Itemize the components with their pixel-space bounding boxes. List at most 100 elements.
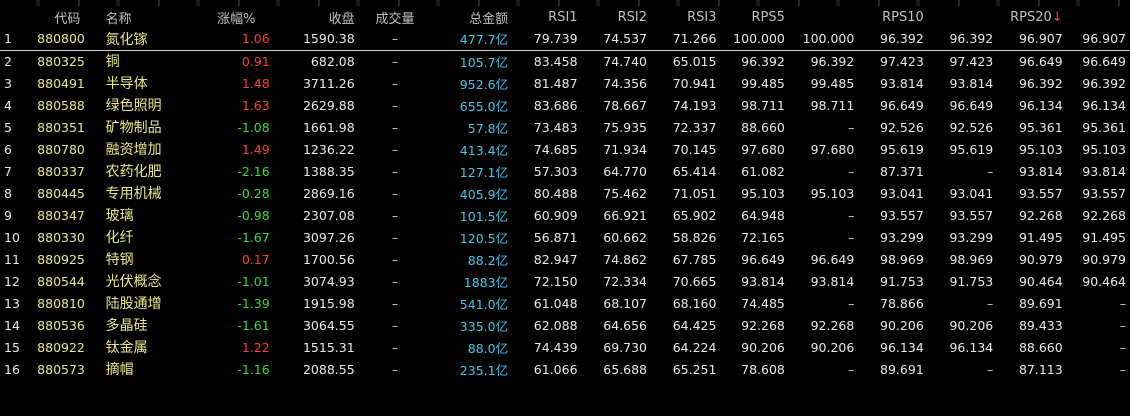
rps10-value: 98.969 (880, 251, 924, 267)
rsi2-value: 64.656 (603, 317, 647, 333)
rps10-value: 90.206 (880, 317, 924, 333)
row-number: 11 (4, 251, 20, 267)
volume: – (391, 75, 399, 91)
rps5-value: 74.485 (741, 295, 785, 311)
total-amount: 477.7亿 (431, 28, 513, 51)
rsi2-value: 65.688 (603, 361, 647, 377)
rsi3-value: 65.251 (672, 361, 717, 377)
rps10-value: 93.557 (880, 207, 924, 223)
row-number: 10 (4, 229, 20, 245)
rsi3-value: 64.425 (672, 317, 717, 333)
header-amount[interactable]: 总金额 (469, 11, 509, 27)
sector-name: 光伏概念 (105, 274, 162, 290)
change-pct: 1.06 (199, 28, 274, 51)
table-row[interactable]: 6 880780 融资增加 1.49 1236.22 – 413.4亿 74.685 71.93… (0, 138, 1130, 160)
volume: – (391, 361, 399, 377)
table-row[interactable]: 15 880922 钛金属 1.22 1515.31 – 88.0亿 74.439 69.730… (0, 336, 1130, 358)
header-close[interactable]: 收盘 (328, 11, 355, 27)
rsi1-value: 74.685 (533, 141, 578, 157)
rsi2-value: 69.730 (603, 339, 647, 355)
header-volume[interactable]: 成交量 (375, 11, 415, 27)
table-row[interactable]: 13 880810 陆股通增 -1.39 1915.98 – 541.0亿 61.048 68.… (0, 292, 1130, 314)
rps10-extra-value: 93.557 (949, 207, 994, 223)
sort-descending-icon: ↓ (1051, 9, 1063, 25)
table-row[interactable]: 10 880330 化纤 -1.67 3097.26 – 120.5亿 56.871 60.66… (0, 226, 1130, 248)
header-rps20[interactable]: RPS20↓ (997, 6, 1066, 28)
sector-name: 钛金属 (105, 340, 148, 356)
stock-code: 880330 (37, 229, 85, 245)
rsi2-value: 74.537 (581, 28, 651, 51)
change-pct: 1.49 (241, 141, 270, 157)
change-pct: -1.67 (237, 229, 270, 245)
rps20-extra-value: – (1119, 295, 1126, 311)
header-change-pct[interactable]: 涨幅% (217, 11, 256, 27)
total-amount: 335.0亿 (459, 318, 509, 334)
rsi2-value: 68.107 (603, 295, 647, 311)
rps20-extra-value: 95.361 (1082, 119, 1126, 135)
change-pct: -1.61 (237, 317, 270, 333)
rps5-extra-value: 93.814 (810, 273, 855, 289)
total-amount: 235.1亿 (459, 362, 509, 378)
rps20-extra-value: 96.649 (1082, 53, 1126, 69)
header-rsi2[interactable]: RSI2 (617, 9, 647, 25)
rps5-extra-value: – (848, 163, 855, 179)
total-amount: 952.6亿 (459, 76, 509, 92)
sector-name: 绿色照明 (105, 98, 162, 114)
rps10-value: 93.299 (880, 229, 924, 245)
rps20-extra-value: 93.557 (1082, 185, 1126, 201)
table-row[interactable]: 3 880491 半导体 1.48 3711.26 – 952.6亿 81.487 74.356… (0, 72, 1130, 94)
rps5-value: 95.103 (741, 185, 785, 201)
rps5-value: 96.392 (741, 53, 785, 69)
header-code[interactable]: 代码 (54, 11, 81, 27)
close-price: 1700.56 (302, 251, 355, 267)
stock-code: 880800 (33, 28, 102, 51)
table-row[interactable]: 9 880347 玻璃 -0.98 2307.08 – 101.5亿 60.909 66.921… (0, 204, 1130, 226)
rps20-extra-value: 90.464 (1082, 273, 1126, 289)
header-name[interactable]: 名称 (105, 11, 132, 27)
table-row[interactable]: 8 880445 专用机械 -0.28 2869.16 – 405.9亿 80.488 75.4… (0, 182, 1130, 204)
volume: – (391, 251, 399, 267)
rsi3-value: 65.414 (672, 163, 717, 179)
table-row[interactable]: 4 880588 绿色照明 1.63 2629.88 – 655.0亿 83.686 78.66… (0, 94, 1130, 116)
rps5-extra-value: 90.206 (810, 339, 855, 355)
sector-name: 农药化肥 (105, 164, 162, 180)
table-row[interactable]: 14 880536 多晶硅 -1.61 3064.55 – 335.0亿 62.088 64.6… (0, 314, 1130, 336)
rps5-value: 99.485 (741, 75, 785, 91)
rps10-extra-value: – (986, 361, 994, 377)
rsi1-value: 56.871 (533, 229, 578, 245)
rsi1-value: 83.686 (533, 97, 578, 113)
header-rsi3[interactable]: RSI3 (687, 9, 717, 25)
rsi3-value: 71.266 (651, 28, 721, 51)
rps10-value: 89.691 (880, 361, 924, 377)
table-row[interactable]: 2 880325 铜 0.91 682.08 – 105.7亿 83.458 74.740 65.… (0, 50, 1130, 72)
rps10-value: 96.134 (880, 339, 924, 355)
rps10-value: 92.526 (880, 119, 924, 135)
header-rps10[interactable]: RPS10 (882, 9, 924, 25)
table-row[interactable]: 11 880925 特钢 0.17 1700.56 – 88.2亿 82.947 74.862 6… (0, 248, 1130, 270)
rps20-extra-value: 90.979 (1082, 251, 1126, 267)
table-row[interactable]: 12 880544 光伏概念 -1.01 3074.93 – 1883亿 72.150 72.3… (0, 270, 1130, 292)
rsi1-value: 81.487 (533, 75, 578, 91)
rsi2-value: 74.862 (603, 251, 647, 267)
table-row[interactable]: 7 880337 农药化肥 -2.16 1388.35 – 127.1亿 57.303 64.7… (0, 160, 1130, 182)
table-row[interactable]: 5 880351 矿物制品 -1.08 1661.98 – 57.8亿 73.483 75.93… (0, 116, 1130, 138)
volume: – (391, 163, 399, 179)
row-number: 15 (4, 339, 20, 355)
close-price: 1661.98 (302, 119, 355, 135)
table-row[interactable]: 1 880800 氮化镓 1.06 1590.38–477.7亿 79.739 74.537… (0, 28, 1130, 51)
rps10-extra-value: 96.649 (949, 97, 994, 113)
table-row[interactable]: 16 880573 摘帽 -1.16 2088.55 – 235.1亿 61.066 65.68… (0, 358, 1130, 380)
stock-code: 880337 (37, 163, 85, 179)
close-price: 1236.22 (302, 141, 355, 157)
stock-code: 880536 (37, 317, 85, 333)
header-rsi1[interactable]: RSI1 (548, 9, 578, 25)
rps5-extra-value: 98.711 (810, 97, 855, 113)
total-amount: 88.0亿 (467, 340, 509, 356)
header-rps5[interactable]: RPS5 (751, 9, 785, 25)
sector-name: 氮化镓 (101, 28, 200, 51)
rps10-value: 91.753 (880, 273, 924, 289)
row-number: 16 (4, 361, 20, 377)
stock-code: 880445 (37, 185, 85, 201)
rps20-extra-value: 92.268 (1082, 207, 1126, 223)
rps5-value: 78.608 (741, 361, 785, 377)
